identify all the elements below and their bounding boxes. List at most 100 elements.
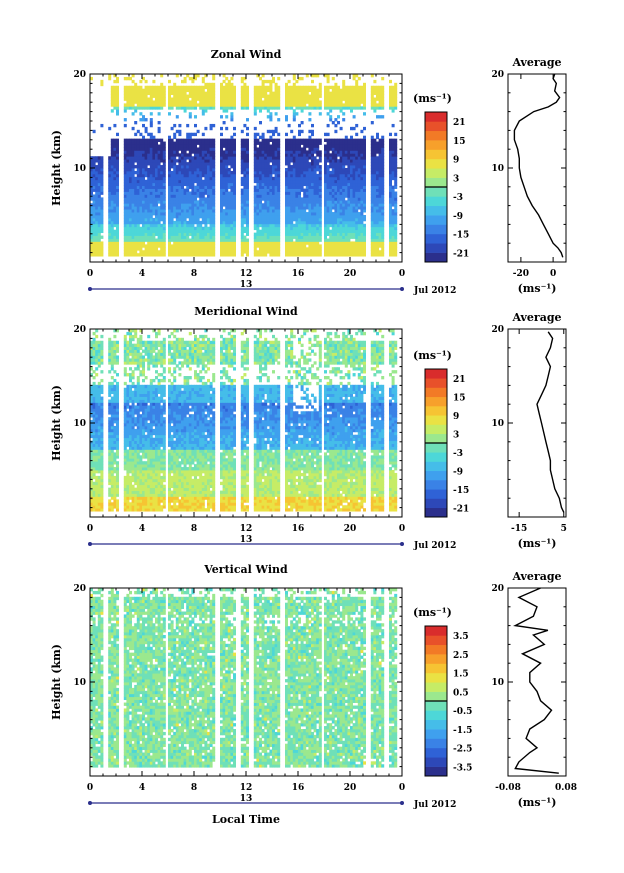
heatmap-cell [222,85,226,90]
heatmap-cell [152,168,156,172]
heatmap-cell [194,165,197,169]
heatmap-cell [373,244,377,248]
heatmap-cell [95,232,99,236]
heatmap-cell [194,141,197,145]
heatmap-cell [373,141,377,145]
heatmap-cell [394,203,398,207]
heatmap-cell [381,209,385,213]
heatmap-cell [308,212,312,216]
heatmap-cell [318,247,322,251]
heatmap-cell [186,253,190,257]
heatmap-cell [355,162,359,166]
heatmap-cell [277,103,281,107]
heatmap-cell [324,200,327,204]
heatmap-cell [201,209,205,213]
heatmap-cell [331,223,335,228]
heatmap-cell [253,212,257,216]
heatmap-cell [199,226,203,231]
heatmap-cell [337,182,340,187]
heatmap-cell [183,220,187,225]
heatmap-cell [110,91,114,95]
heatmap-cell [144,217,148,222]
heatmap-cell [329,209,333,213]
heatmap-cell [157,250,161,254]
heatmap-cell [212,170,216,175]
heatmap-cell [209,229,213,234]
heatmap-cell [233,191,236,195]
heatmap-cell [318,200,322,204]
heatmap-cell [277,144,281,148]
heatmap-cell [370,100,374,104]
heatmap-cell [303,170,307,175]
heatmap-cell [123,206,127,210]
heatmap-cell [157,138,161,142]
heatmap-cell [246,194,249,198]
heatmap-cell [142,215,145,219]
heatmap-cell [126,156,130,160]
heatmap-cell [290,141,294,145]
heatmap-cell [157,153,161,157]
heatmap-cell [183,215,187,219]
heatmap-cell [355,229,359,234]
heatmap-cell [287,170,291,175]
heatmap-cell [300,147,304,151]
heatmap-cell [207,226,210,231]
heatmap-cell [259,170,262,175]
heatmap-cell [183,106,187,110]
heatmap-cell [313,173,317,178]
heatmap-cell [277,97,281,101]
heatmap-cell [178,209,182,213]
heatmap-cell [381,179,385,184]
heatmap-cell [357,141,361,145]
heatmap-cell [261,94,265,98]
heatmap-cell [339,238,343,242]
heatmap-cell [344,170,348,175]
heatmap-cell [152,203,156,207]
heatmap-cell [97,170,101,175]
heatmap-cell [230,220,234,225]
heatmap-cell [168,235,171,239]
heatmap-cell [326,123,330,128]
heatmap-cell [139,97,143,101]
heatmap-cell [290,165,294,169]
heatmap-cell [292,170,296,175]
heatmap-cell [256,188,260,192]
heatmap-cell [110,182,114,187]
heatmap-cell [342,191,346,195]
heatmap-cell [129,229,132,234]
heatmap-cell [196,153,200,157]
heatmap-cell [274,191,278,195]
heatmap-cell [233,150,236,154]
heatmap-cell [253,150,257,154]
heatmap-cell [113,179,117,184]
heatmap-cell [194,176,197,181]
heatmap-cell [389,215,392,219]
heatmap-cell [209,188,213,192]
heatmap-cell [344,223,348,228]
heatmap-cell [363,147,366,151]
heatmap-cell [113,220,117,225]
heatmap-cell [381,220,385,225]
heatmap-cell [331,206,335,210]
heatmap-cell [308,179,312,184]
heatmap-cell [290,250,294,254]
heatmap-cell [290,197,294,201]
heatmap-cell [272,138,275,142]
heatmap-cell [175,129,179,134]
heatmap-cell [316,150,320,154]
heatmap-cell [100,170,104,175]
heatmap-cell [342,212,346,216]
heatmap-cell [352,217,356,222]
heatmap-cell [344,135,348,140]
heatmap-cell [256,85,260,90]
heatmap-cell [201,150,205,154]
heatmap-cell [243,100,247,104]
heatmap-cell [204,162,208,166]
heatmap-cell [126,170,130,175]
heatmap-cell [160,170,164,175]
heatmap-cell [113,176,117,181]
heatmap-cell [95,235,99,239]
heatmap-cell [339,159,343,163]
heatmap-cell [370,188,374,192]
heatmap-cell [357,235,361,239]
